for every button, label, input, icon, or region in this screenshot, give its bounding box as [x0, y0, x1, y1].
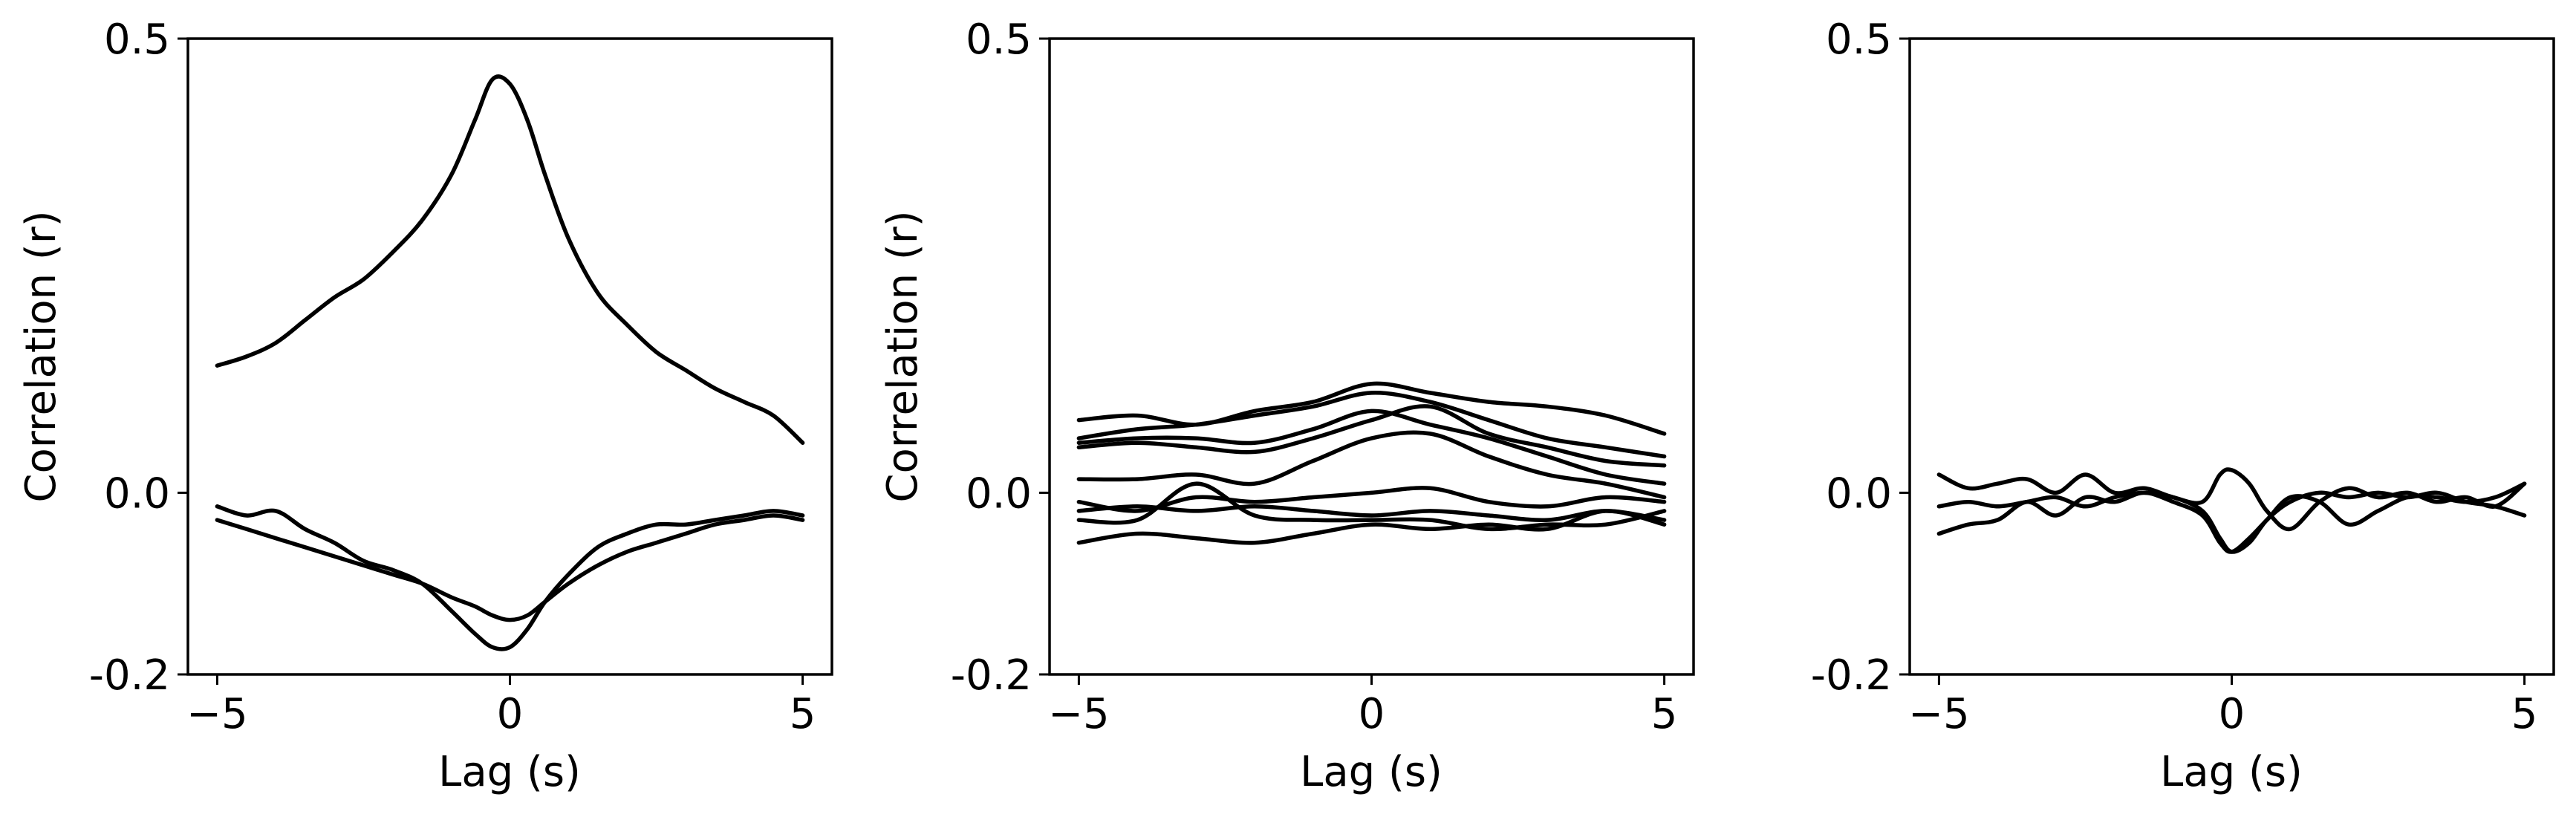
panel-2-series-line-6	[1076, 486, 1667, 513]
panel-1-ticks: −5 0 5 0.5 0.0 -0.2	[89, 16, 816, 738]
panel-1-y-axis-label: Correlation (r)	[17, 210, 65, 502]
panel-2-series-line-9	[1076, 509, 1667, 545]
panel-3-x-axis-label: Lag (s)	[2160, 748, 2303, 796]
panel-1: −5 0 5 0.5 0.0 -0.2 Lag (s) Correlation (r)	[17, 16, 833, 796]
panel-1-series-line-1	[215, 74, 805, 445]
panel-3-series-line-3	[1936, 481, 2527, 554]
panel-1-series	[215, 74, 805, 651]
panel-3-series	[1936, 467, 2527, 554]
panel-1-y-tick-label-1: 0.5	[104, 16, 170, 64]
panel-2-series-line-2	[1076, 391, 1667, 459]
panel-2-series-line-5	[1076, 430, 1667, 500]
panel-2-x-tick-label-3: 5	[1651, 690, 1678, 738]
panel-3-ticks: −5 0 5 0.5 0.0 -0.2	[1811, 16, 2538, 738]
panel-1-y-tick-label-2: 0.0	[104, 469, 170, 518]
panel-1-y-tick-label-3: -0.2	[89, 651, 170, 700]
panel-2-y-tick-label-1: 0.5	[966, 16, 1032, 64]
panel-2-y-axis-label: Correlation (r)	[879, 210, 927, 502]
panel-3: −5 0 5 0.5 0.0 -0.2 Lag (s)	[1811, 16, 2555, 796]
panel-1-x-axis-label: Lag (s)	[438, 748, 581, 796]
panel-1-series-line-3	[215, 513, 805, 622]
panel-2-y-tick-label-3: -0.2	[951, 651, 1032, 700]
panel-2-ticks: −5 0 5 0.5 0.0 -0.2	[951, 16, 1678, 738]
panel-2-series	[1076, 381, 1667, 545]
panel-2-series-line-4	[1076, 404, 1667, 468]
panel-3-x-tick-label-2: 0	[2219, 690, 2245, 738]
panel-3-y-tick-label-1: 0.5	[1826, 16, 1892, 64]
panel-2-series-line-1	[1076, 381, 1667, 436]
panel-2-x-axis-label: Lag (s)	[1300, 748, 1443, 796]
panel-2-series-line-7	[1076, 504, 1667, 522]
panel-3-x-tick-label-3: 5	[2511, 690, 2538, 738]
panel-1-series-line-2	[215, 504, 805, 651]
panel-1-x-tick-label-3: 5	[790, 690, 816, 738]
panel-2: −5 0 5 0.5 0.0 -0.2 Lag (s) Correlation (r)	[879, 16, 1695, 796]
panel-2-series-line-3	[1076, 409, 1667, 486]
panel-2-x-tick-label-2: 0	[1359, 690, 1385, 738]
panel-2-x-tick-label-1: −5	[1048, 690, 1110, 738]
panel-3-x-tick-label-1: −5	[1908, 690, 1970, 738]
panel-2-y-tick-label-2: 0.0	[966, 469, 1032, 518]
panel-1-x-tick-label-2: 0	[497, 690, 524, 738]
panel-3-y-tick-label-3: -0.2	[1811, 651, 1892, 700]
panel-3-y-tick-label-2: 0.0	[1826, 469, 1892, 518]
panel-1-x-tick-label-1: −5	[186, 690, 248, 738]
